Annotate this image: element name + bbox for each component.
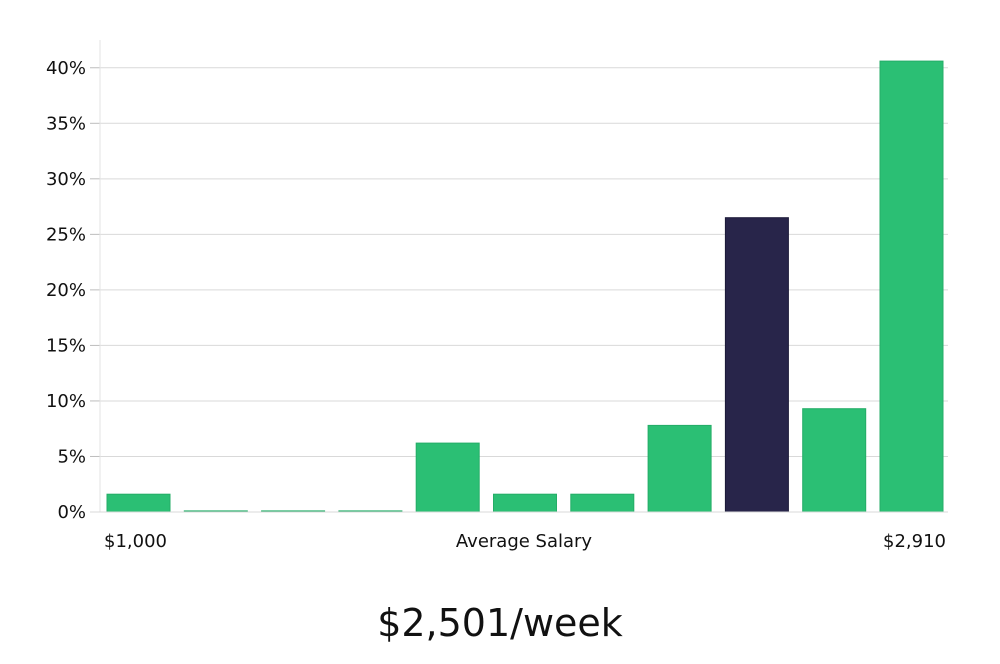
y-tick-label: 35% [46,113,86,134]
x-axis-max-label: $2,910 [883,531,946,552]
y-tick-label: 0% [57,502,86,523]
y-tick-label: 10% [46,391,86,412]
y-tick-label: 25% [46,224,86,245]
bar [493,493,557,513]
bar [106,493,171,513]
labels-layer: $1,000 Average Salary $2,910 [104,531,946,552]
y-tick-label: 40% [46,58,86,79]
x-axis-title: Average Salary [456,531,593,552]
y-tick-label: 30% [46,169,86,190]
average-salary-headline: $2,501/week [377,601,623,645]
bar [415,442,480,513]
bars-layer [106,60,944,513]
bar [570,493,635,513]
bar [647,424,712,513]
axis-layer: 0% 5% 10% 15% 20% 25% 30% 35% 40% [46,40,948,523]
y-tick-label: 15% [46,335,86,356]
bar [802,408,867,513]
bar [879,60,944,513]
grid-layer [100,67,948,457]
y-tick-label: 20% [46,280,86,301]
x-axis-min-label: $1,000 [104,531,167,552]
bar-highlighted [724,217,789,513]
y-tick-label: 5% [57,446,86,467]
